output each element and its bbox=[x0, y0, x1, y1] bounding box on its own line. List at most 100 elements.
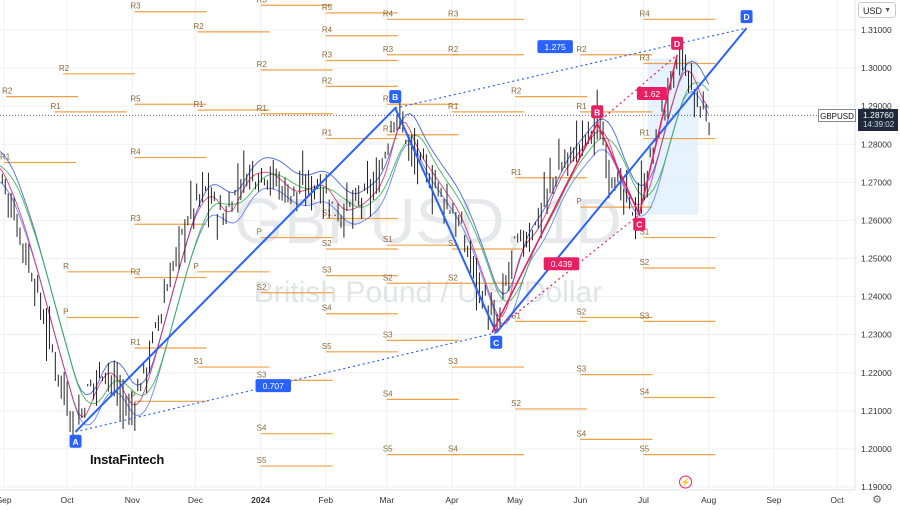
price-tick-label: 1.29000 bbox=[861, 101, 892, 111]
pivot-label: R1 bbox=[639, 129, 650, 138]
ratio-label-box bbox=[636, 86, 667, 100]
ratio-label: 1.275 bbox=[544, 42, 566, 52]
pivot-label: R3 bbox=[130, 214, 141, 223]
price-axis-panel bbox=[855, 0, 900, 510]
pivot-label: S1 bbox=[194, 357, 204, 366]
pivot-label: S5 bbox=[639, 445, 649, 454]
pivot-label: R5 bbox=[130, 94, 141, 103]
pattern-point-c: C bbox=[493, 338, 499, 348]
pivot-label: R2 bbox=[576, 45, 587, 54]
pivot-label: S3 bbox=[257, 370, 267, 379]
pivot-label: R3 bbox=[448, 9, 459, 18]
pivot-label: S2 bbox=[448, 273, 458, 282]
pivot-label: S4 bbox=[448, 445, 458, 454]
pivot-label: S2 bbox=[322, 239, 332, 248]
ratio-label: 0.439 bbox=[551, 259, 573, 269]
pivot-label: R1 bbox=[383, 125, 394, 134]
pivot-label: S2 bbox=[511, 399, 521, 408]
pivot-label: S4 bbox=[322, 304, 332, 313]
pivot-label: S5 bbox=[383, 445, 393, 454]
pivot-label: R1 bbox=[257, 104, 268, 113]
time-tick-label: Oct bbox=[60, 495, 74, 505]
pattern-point-a: A bbox=[72, 437, 78, 447]
price-tick-label: 1.30000 bbox=[861, 63, 892, 73]
ratio-label-box bbox=[255, 379, 292, 393]
ratio-label: 0.707 bbox=[263, 381, 285, 391]
pivot-label: S2 bbox=[576, 308, 586, 317]
pattern-ratio-line bbox=[395, 27, 747, 109]
pivot-label: R2 bbox=[257, 60, 268, 69]
lightning-icon: ⚡ bbox=[681, 477, 691, 487]
price-tick-label: 1.22000 bbox=[861, 368, 892, 378]
pivot-label: S1 bbox=[511, 311, 521, 320]
price-tick-label: 1.31000 bbox=[861, 25, 892, 35]
price-tick-label: 1.20000 bbox=[861, 444, 892, 454]
pattern-point-b: B bbox=[392, 92, 398, 102]
pivot-label: S4 bbox=[383, 389, 393, 398]
pivot-label: R2 bbox=[194, 22, 205, 31]
symbol-tag: GBPUSD bbox=[818, 109, 856, 122]
pivot-label: S2 bbox=[383, 273, 393, 282]
time-tick-label: 2024 bbox=[251, 495, 270, 505]
pivot-label: S1 bbox=[383, 235, 393, 244]
pivot-label: R1 bbox=[194, 100, 205, 109]
currency-label: USD bbox=[863, 6, 883, 16]
pivot-label: R3 bbox=[322, 50, 333, 59]
ma-line-upper bbox=[0, 60, 710, 396]
time-axis-panel bbox=[0, 490, 855, 510]
pivot-label: S4 bbox=[576, 429, 586, 438]
time-tick-label: Sep bbox=[766, 495, 781, 505]
pattern-point-d-box bbox=[671, 36, 684, 50]
pivot-label: R2 bbox=[383, 94, 394, 103]
pivot-label: R2 bbox=[511, 87, 522, 96]
time-tick-label: Sep bbox=[0, 495, 12, 505]
price-tick-label: 1.25000 bbox=[861, 254, 892, 264]
price-tick-label: 1.23000 bbox=[861, 330, 892, 340]
time-tick-label: Dec bbox=[188, 495, 204, 505]
pivot-label: R2 bbox=[448, 45, 459, 54]
watermark-symbol: GBPUSD, 1D bbox=[234, 185, 622, 257]
pivot-label: S3 bbox=[576, 365, 586, 374]
pivot-label: R2 bbox=[322, 76, 333, 85]
pivot-label: R3 bbox=[639, 54, 650, 63]
pivot-label: R1 bbox=[576, 102, 587, 111]
event-marker-icon bbox=[679, 475, 693, 489]
ratio-label-box bbox=[537, 40, 573, 54]
time-tick-label: Oct bbox=[830, 495, 844, 505]
pivot-label: R1 bbox=[322, 129, 333, 138]
pattern-leg-red bbox=[491, 54, 678, 334]
pivot-label: S3 bbox=[383, 330, 393, 339]
bar-countdown: 14:39:02 bbox=[863, 120, 895, 129]
pivot-label: R4 bbox=[322, 26, 333, 35]
pivot-label: P bbox=[63, 308, 68, 317]
ma-line-lower bbox=[0, 91, 710, 426]
time-tick-label: Aug bbox=[701, 495, 716, 505]
pivot-label: P bbox=[194, 262, 199, 271]
pattern-point-c-box bbox=[633, 217, 646, 231]
pivot-label: R1 bbox=[50, 102, 61, 111]
pivot-label: R1 bbox=[448, 102, 459, 111]
last-price: 1.28760 bbox=[863, 110, 894, 120]
pivot-label: R3 bbox=[257, 0, 268, 4]
pivot-label: R2 bbox=[59, 64, 70, 73]
highlight-zone bbox=[647, 58, 699, 215]
pivot-label: R4 bbox=[383, 9, 394, 18]
pattern-point-b-box bbox=[389, 90, 402, 104]
currency-selector[interactable]: USD ▼ bbox=[858, 2, 896, 18]
time-tick-label: May bbox=[507, 495, 524, 505]
pivot-label: S3 bbox=[639, 311, 649, 320]
pivot-label: R1 bbox=[130, 338, 141, 347]
time-tick-label: Nov bbox=[125, 495, 141, 505]
pattern-point-a-box bbox=[69, 434, 82, 448]
pivot-label: R bbox=[63, 262, 69, 271]
ratio-label-box bbox=[543, 257, 580, 271]
price-tick-label: 1.27000 bbox=[861, 177, 892, 187]
ma-line-slow bbox=[0, 81, 710, 405]
pivot-label: R5 bbox=[322, 3, 333, 12]
pivot-label: R2 bbox=[2, 87, 13, 96]
pivot-label: R1 bbox=[511, 168, 522, 177]
pattern-point-d: D bbox=[674, 39, 680, 49]
pivot-label: S4 bbox=[639, 388, 649, 397]
price-tick-label: 1.24000 bbox=[861, 292, 892, 302]
